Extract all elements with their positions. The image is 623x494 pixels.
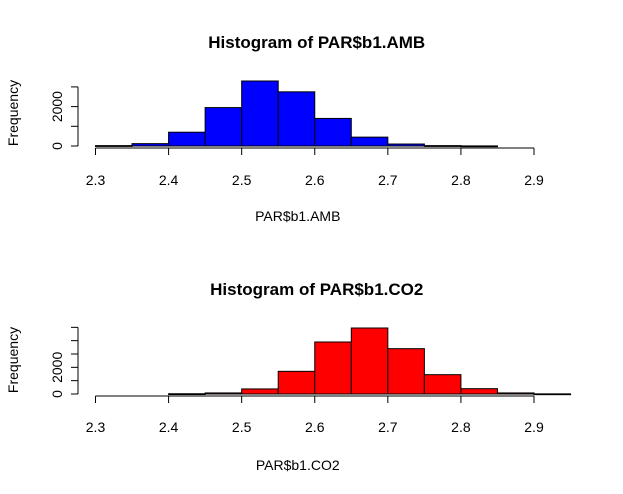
histogram-bar-amb [460,145,498,148]
chart-title-amb: Histogram of PAR$b1.AMB [208,33,425,52]
x-tick-label-amb: 2.7 [378,172,398,188]
y-tick-label-co2: 0 [49,390,65,398]
histogram-bar-co2 [387,348,425,395]
x-tick-label-amb: 2.4 [159,172,179,188]
histogram-bar-amb [95,145,133,147]
x-tick-label-amb: 2.5 [232,172,252,188]
histogram-panel-co2: Histogram of PAR$b1.CO2 2.3 2.4 2.5 2.6 2.7 2.… [5,280,572,473]
histogram-bar-amb [314,117,352,147]
y-axis-label-amb: Frequency [5,80,21,146]
histogram-bar-co2 [314,341,352,395]
histogram-bar-amb [350,136,389,147]
x-tick-label-co2: 2.7 [378,419,398,435]
x-tick-label-co2: 2.4 [159,419,179,435]
histogram-bar-amb [168,131,206,147]
y-tick-label-amb: 0 [49,142,65,150]
histogram-bar-co2 [277,370,316,395]
y-tick-label-co2: 2000 [49,352,65,383]
histogram-bar-co2 [168,393,206,396]
histogram-bar-amb [131,143,170,147]
x-axis-label-co2: PAR$b1.CO2 [256,457,340,473]
x-tick-label-co2: 2.3 [86,419,106,435]
x-tick-label-amb: 2.3 [86,172,106,188]
x-tick-label-co2: 2.5 [232,419,252,435]
y-tick-label-amb: 2000 [49,91,65,122]
histogram-bar-co2 [241,388,279,395]
histogram-bar-amb [204,107,243,147]
histogram-bar-amb [241,80,279,147]
histogram-bar-co2 [204,392,243,395]
histogram-bar-co2 [533,393,572,396]
x-tick-label-amb: 2.9 [524,172,544,188]
x-tick-label-co2: 2.9 [524,419,544,435]
x-tick-label-co2: 2.8 [451,419,471,435]
x-axis-label-amb: PAR$b1.AMB [255,208,340,224]
histogram-bar-co2 [423,374,462,395]
histogram-bar-co2 [460,388,498,395]
chart-title-co2: Histogram of PAR$b1.CO2 [210,280,423,299]
histogram-bar-amb [423,145,462,147]
y-axis-label-co2: Frequency [5,327,21,393]
x-tick-label-amb: 2.6 [305,172,325,188]
x-tick-label-amb: 2.8 [451,172,471,188]
histogram-bar-amb [277,91,316,147]
histogram-bar-co2 [496,392,535,395]
histogram-panel-amb: Histogram of PAR$b1.AMB 2.3 2.4 2.5 2.6 2.7 2.… [5,33,544,224]
histogram-bar-co2 [350,327,389,395]
x-tick-label-co2: 2.6 [305,419,325,435]
histogram-bar-amb [387,143,425,147]
